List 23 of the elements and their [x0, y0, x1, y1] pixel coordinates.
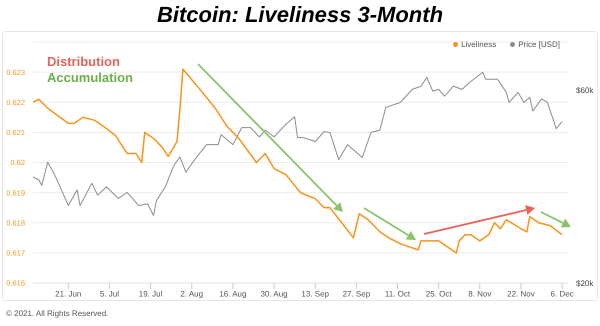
x-tick-label: 13. Sep — [301, 290, 330, 299]
legend-label: Price [USD] — [518, 40, 560, 49]
x-tick-label: 8. Nov — [468, 290, 492, 299]
line-series — [33, 72, 563, 216]
x-tick-label: 21. Jun — [55, 290, 82, 299]
text: © 2021. All Rights Reserved. — [6, 309, 108, 318]
annotation: Distribution — [47, 54, 120, 69]
line-series — [33, 68, 563, 254]
x-tick-label: 25. Oct — [426, 290, 452, 299]
x-tick-label: 5. Jul — [100, 290, 120, 299]
chart-title: Bitcoin: Liveliness 3-Month — [156, 2, 444, 28]
x-tick-label: 19. Jul — [138, 290, 163, 299]
legend-label: Liveliness — [461, 40, 496, 49]
x-tick-label: 22. Nov — [507, 290, 535, 299]
x-tick-label: 30. Aug — [260, 290, 288, 299]
x-tick-label: 11. Oct — [384, 290, 411, 299]
x-tick-label: 16. Aug — [219, 290, 246, 299]
x-tick-label: 27. Sep — [342, 290, 371, 299]
annotation: Accumulation — [47, 70, 133, 85]
x-tick-label: 6. Dec — [550, 290, 574, 299]
x-tick-label: 2. Aug — [180, 290, 204, 299]
y2-tick-label: $20k — [576, 278, 594, 288]
y2-tick-label: $60k — [576, 86, 594, 96]
